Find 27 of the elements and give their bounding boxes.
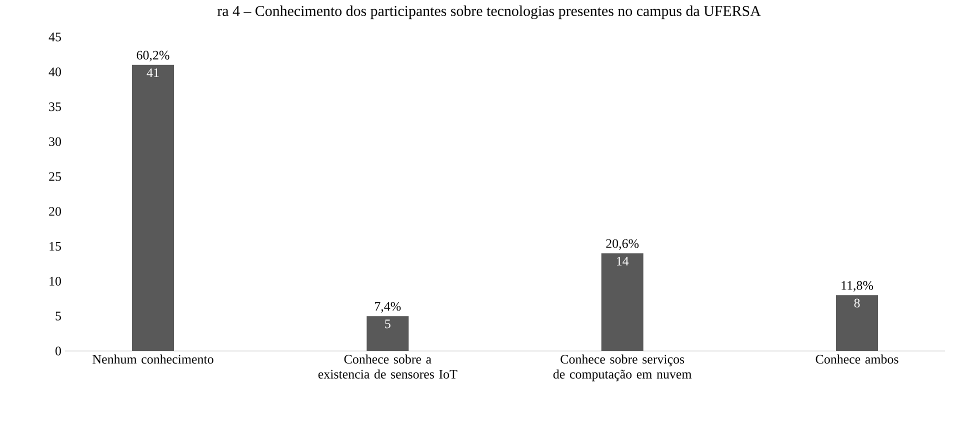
bar (366, 316, 409, 351)
annotation: 20,6% (606, 239, 639, 250)
annotation: 7,4% (375, 302, 401, 313)
annotation: 60,2% (136, 50, 170, 62)
data-label: 41 (146, 68, 159, 77)
y-tick-label: 5 (56, 312, 61, 320)
y-tick-label: 25 (49, 172, 61, 181)
data-label: 8 (854, 298, 860, 308)
x-tick-label: Conhece sobre serviços de computação em nuvem (553, 354, 692, 382)
annotation: 11,8% (842, 281, 874, 292)
data-label: 14 (617, 256, 629, 266)
y-tick-label: 20 (49, 207, 61, 216)
x-tick-label: Conhece ambos (816, 354, 898, 364)
x-tick-label: Conhece sobre a existencia de sensores IoT (318, 354, 458, 379)
y-tick-label: 0 (56, 346, 61, 356)
y-tick-label: 10 (50, 276, 61, 286)
y-tick-label: 45 (48, 32, 61, 42)
bar (132, 64, 174, 351)
bar (601, 253, 644, 351)
y-tick-label: 40 (48, 68, 61, 76)
y-tick-label: 30 (49, 137, 61, 146)
data-label: 5 (385, 320, 390, 328)
x-tick-label: Nenhum conhecimento (92, 354, 214, 364)
bar (836, 295, 878, 351)
y-tick-label: 35 (49, 102, 61, 112)
y-tick-label: 15 (50, 242, 61, 251)
chart-title: ra 4 – Conhecimento dos participantes sobre tecnologias presentes no campus da UFERSA (217, 6, 761, 20)
